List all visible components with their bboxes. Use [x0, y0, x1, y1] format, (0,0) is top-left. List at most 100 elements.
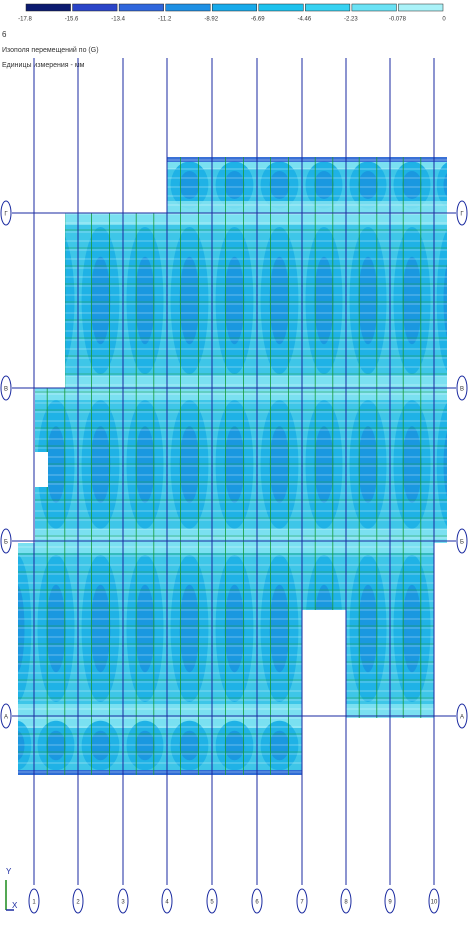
legend-label: -2.23: [344, 17, 358, 23]
axes: 1 2 3 4 5 6 7 8 9 10 Г Г В В Б Б А А: [0, 58, 468, 914]
legend-swatch: [258, 3, 304, 12]
contour: [18, 171, 25, 199]
axis-label: 6: [255, 900, 259, 906]
contour: [224, 426, 245, 503]
contour: [179, 426, 200, 503]
contour: [269, 171, 290, 199]
contour: [402, 584, 422, 673]
legend-label: -8.92: [204, 17, 218, 23]
contour: [402, 256, 422, 345]
legend-label: -4.46: [297, 17, 311, 23]
axis-bubble: [340, 888, 352, 914]
contour: [314, 730, 334, 761]
contour: [126, 161, 164, 209]
contour: [18, 426, 25, 503]
contour: [46, 256, 66, 345]
contour: [393, 720, 431, 771]
axis-label: 3: [121, 900, 125, 906]
axis-bubble: [72, 888, 84, 914]
contour: [46, 730, 66, 761]
axis-label: 2: [76, 900, 80, 906]
axis-label: Г: [460, 212, 464, 218]
contour: [18, 730, 25, 761]
legend-label: 0: [442, 17, 446, 23]
contour: [443, 730, 447, 761]
contour: [90, 426, 111, 503]
contour: [135, 730, 155, 761]
edge-band: [18, 770, 302, 775]
axis-bubble: [384, 888, 396, 914]
contour: [443, 426, 447, 503]
contour: [358, 256, 378, 345]
contour-plot: [18, 157, 447, 775]
contour: [18, 256, 25, 345]
contour: [179, 256, 200, 345]
axis-bubble: [28, 888, 40, 914]
contour: [90, 171, 111, 199]
contour: [314, 171, 334, 199]
legend-swatch: [351, 3, 397, 12]
axis-bubble: [456, 703, 468, 729]
contour: [46, 171, 66, 199]
contour: [81, 161, 120, 209]
axis-label: 1: [32, 900, 36, 906]
axis-bubble: [251, 888, 263, 914]
contour: [349, 720, 387, 771]
axis-bubble: [206, 888, 218, 914]
legend-label: -17.8: [18, 17, 32, 23]
contour: [224, 171, 245, 199]
legend-swatch: [398, 3, 444, 12]
contour: [402, 730, 422, 761]
axis-label: Б: [4, 540, 8, 546]
axis-label: 4: [165, 900, 169, 906]
contour: [179, 730, 200, 761]
axis-bubble: [117, 888, 129, 914]
axis-bubble: [0, 200, 12, 226]
axis-bubble: [161, 888, 173, 914]
contour: [358, 171, 378, 199]
axis-bubble: [296, 888, 308, 914]
legend-swatch: [72, 3, 118, 12]
legend-swatch: [211, 3, 258, 12]
axis-label: 10: [431, 900, 438, 906]
axis-label: В: [4, 387, 8, 393]
legend-label: -6.69: [251, 17, 265, 23]
contour: [269, 730, 290, 761]
axis-bubble: [0, 703, 12, 729]
contour: [305, 555, 343, 702]
contour: [402, 426, 422, 503]
axis-label: 7: [300, 900, 304, 906]
header-line: Изополя перемещений по (G): [2, 46, 99, 54]
axis-label: А: [460, 715, 464, 721]
contour: [224, 584, 245, 673]
axis-label: Б: [460, 540, 464, 546]
contour: [18, 400, 32, 529]
axis-label: 9: [388, 900, 392, 906]
contour: [443, 171, 447, 199]
contour: [269, 584, 290, 673]
axis-x-label: X: [12, 901, 18, 910]
contour: [90, 256, 111, 345]
legend-swatch: [305, 3, 351, 12]
contour: [224, 730, 245, 761]
contour: [358, 584, 378, 673]
contour: [135, 584, 155, 673]
axis-bubble: [0, 375, 12, 401]
contour: [436, 555, 447, 702]
contour: [46, 584, 66, 673]
contour: [179, 171, 200, 199]
contour: [314, 256, 334, 345]
contour: [179, 584, 200, 673]
contour: [269, 256, 290, 345]
contour: [90, 730, 111, 761]
axis-label: 8: [344, 900, 348, 906]
axis-label: Г: [4, 212, 8, 218]
legend-swatch: [165, 3, 211, 12]
contour: [37, 227, 75, 374]
legend-swatch: [25, 3, 71, 12]
axis-bubble: [456, 200, 468, 226]
axis-label: 5: [210, 900, 214, 906]
contour: [135, 256, 155, 345]
axis-label: В: [460, 387, 464, 393]
contour: [436, 227, 447, 374]
